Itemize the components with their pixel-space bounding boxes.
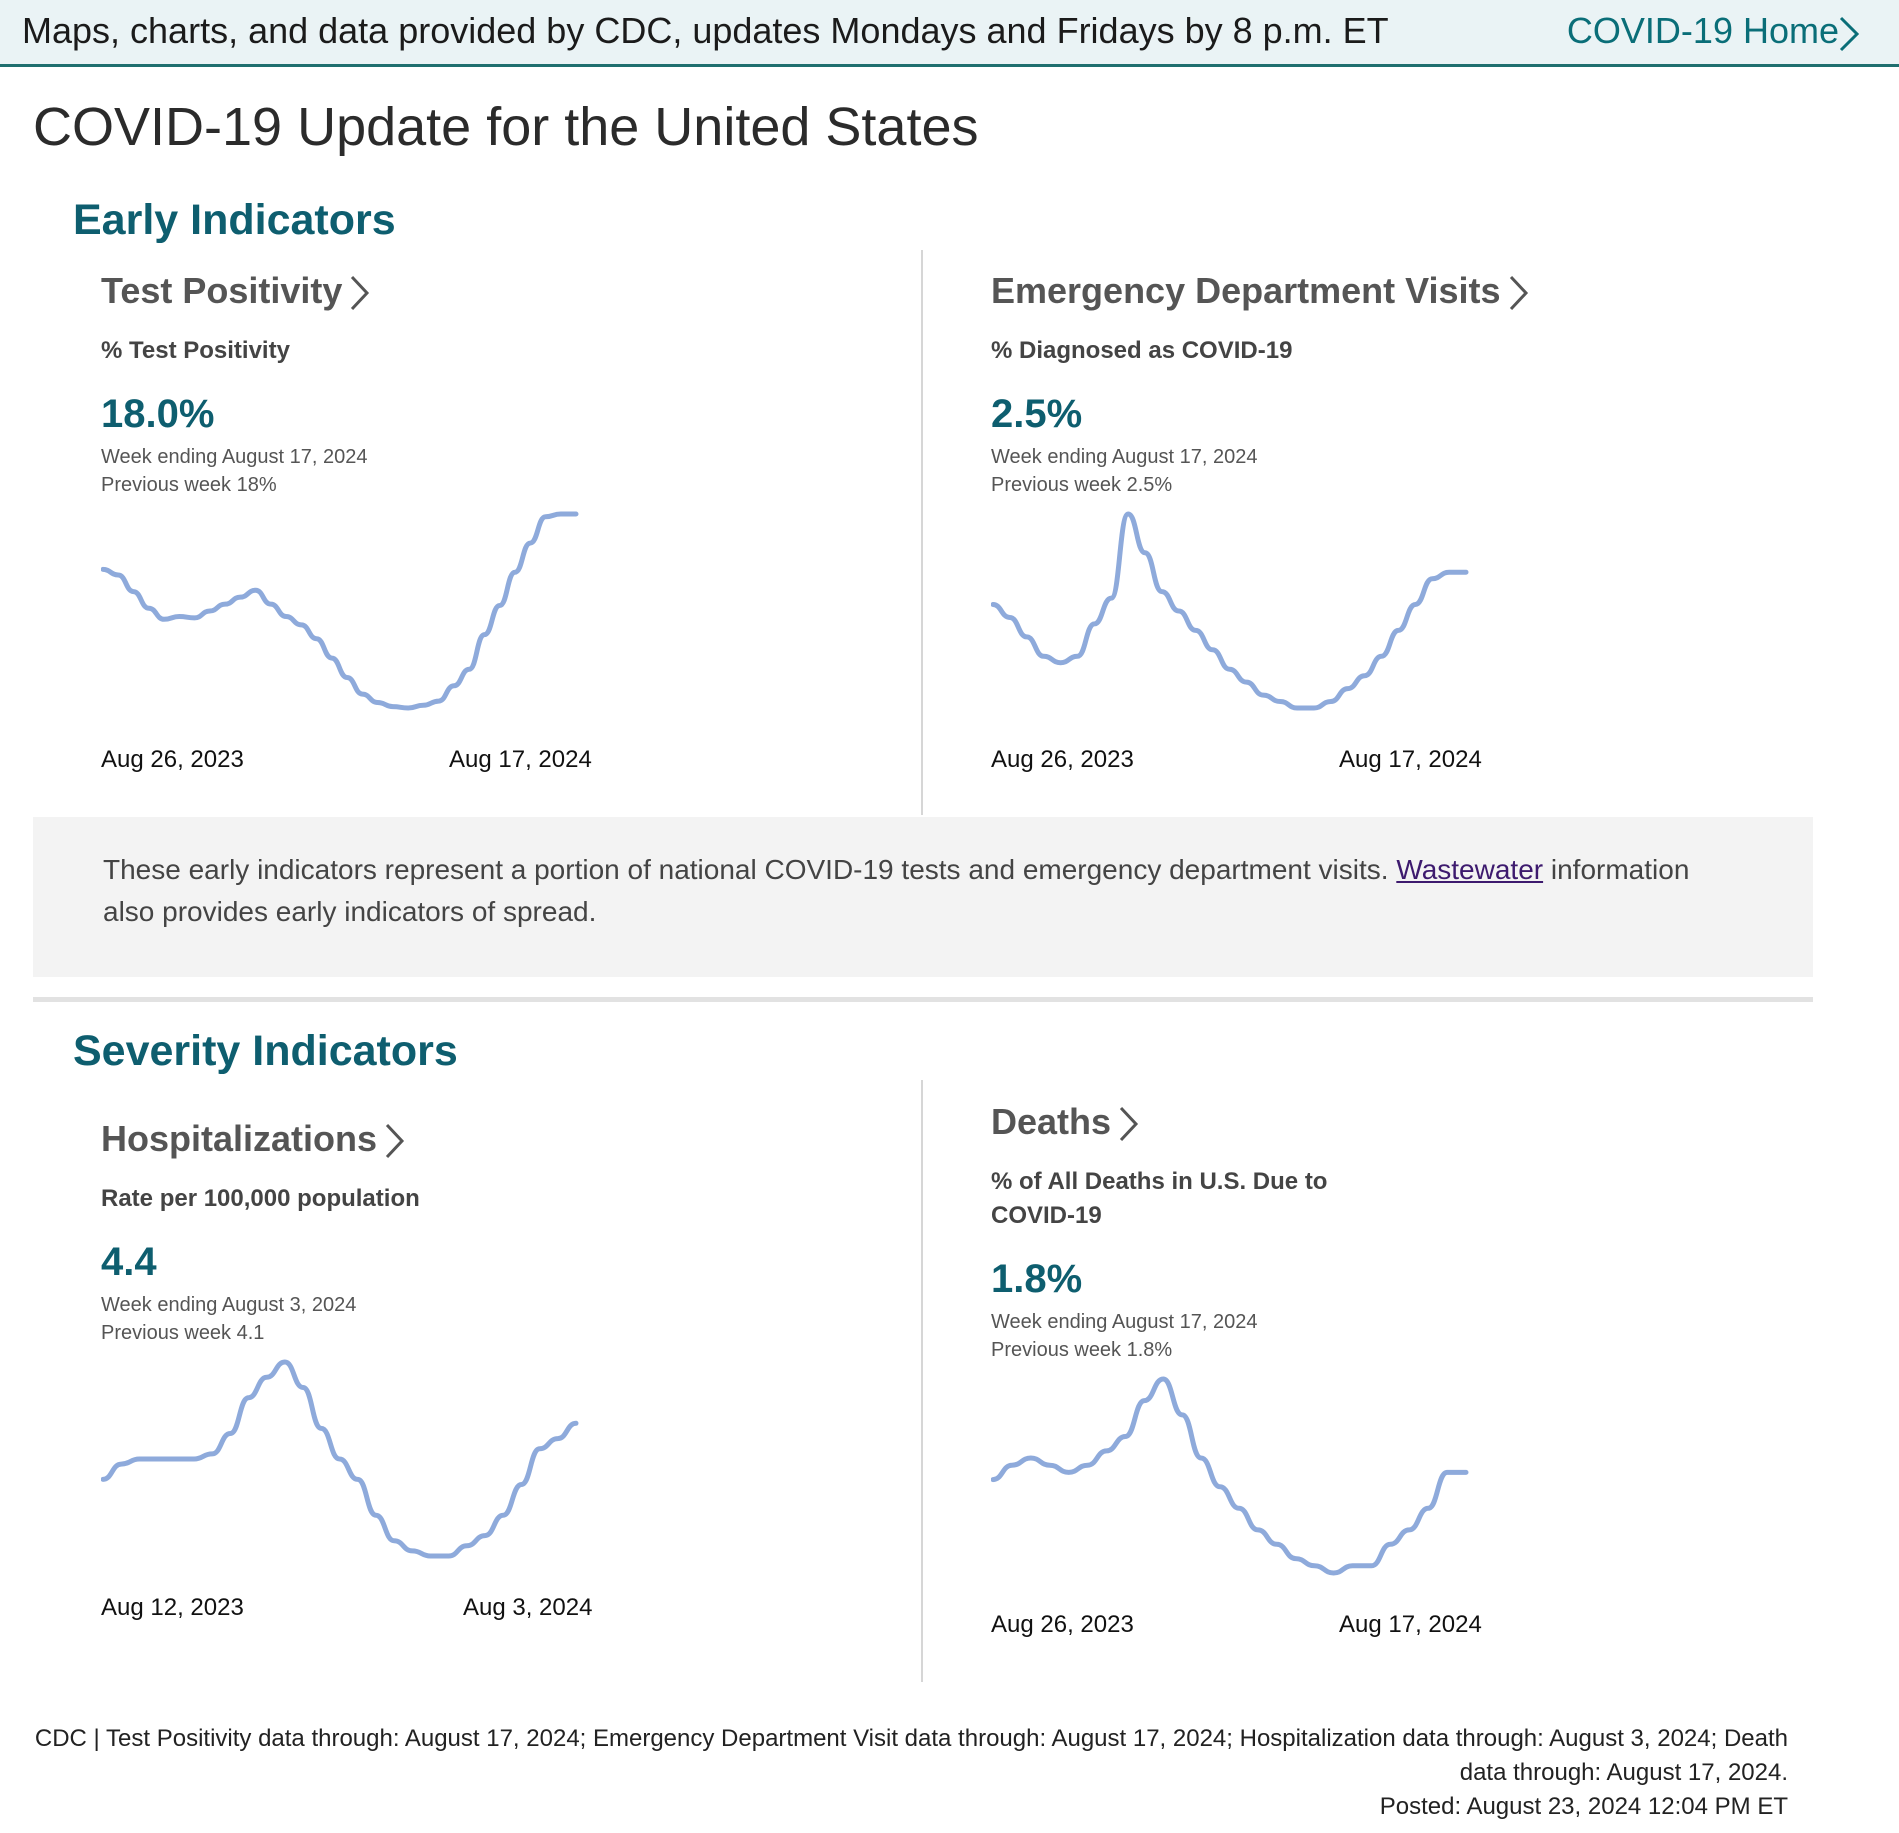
callout-text: These early indicators represent a porti… bbox=[103, 849, 1743, 933]
series-line bbox=[101, 511, 579, 711]
page-title: COVID-19 Update for the United States bbox=[33, 97, 979, 157]
x-axis-end-label: Aug 3, 2024 bbox=[463, 1594, 593, 1621]
posted-date: Posted: August 23, 2024 12:04 PM ET bbox=[1379, 1793, 1788, 1820]
deaths-week: Week ending August 17, 2024 bbox=[991, 1311, 1258, 1333]
chevron-right-icon bbox=[385, 1124, 405, 1159]
x-axis-start-label: Aug 26, 2023 bbox=[991, 1611, 1134, 1638]
ed-visits-sparkline bbox=[991, 511, 1469, 711]
hospitalizations-value: 4.4 bbox=[101, 1240, 157, 1284]
data-through-note: CDC | Test Positivity data through: Augu… bbox=[34, 1725, 1788, 1786]
x-axis-end-label: Aug 17, 2024 bbox=[1339, 1611, 1482, 1638]
chevron-right-icon bbox=[1119, 1107, 1139, 1142]
callout-text-part1: These early indicators represent a porti… bbox=[103, 854, 1389, 885]
deaths-subtitle: % of All Deaths in U.S. Due to COVID-19 bbox=[991, 1168, 1328, 1229]
deaths-value: 1.8% bbox=[991, 1257, 1083, 1301]
covid-home-link[interactable]: COVID-19 Home bbox=[1566, 10, 1839, 51]
callout-text-part2: information also provides early indicato… bbox=[103, 854, 1690, 927]
ed-visits-link[interactable]: Emergency Department Visits bbox=[991, 270, 1529, 312]
test-positivity-subtitle: % Test Positivity bbox=[101, 337, 290, 364]
ed-visits-value: 2.5% bbox=[991, 392, 1083, 436]
deaths-title: Deaths bbox=[991, 1101, 1112, 1142]
ed-visits-panel: Emergency Department Visits % Diagnosed … bbox=[991, 270, 1791, 790]
x-axis-end-label: Aug 17, 2024 bbox=[449, 746, 592, 773]
test-positivity-sparkline bbox=[101, 511, 579, 711]
deaths-link[interactable]: Deaths bbox=[991, 1101, 1139, 1143]
hospitalizations-panel: Hospitalizations Rate per 100,000 popula… bbox=[101, 1118, 901, 1638]
hospitalizations-previous: Previous week 4.1 bbox=[101, 1322, 265, 1344]
series-line bbox=[991, 511, 1469, 711]
ed-visits-previous: Previous week 2.5% bbox=[991, 474, 1173, 496]
ed-visits-subtitle: % Diagnosed as COVID-19 bbox=[991, 337, 1293, 364]
test-positivity-panel: Test Positivity % Test Positivity 18.0% … bbox=[101, 270, 901, 790]
hospitalizations-week: Week ending August 3, 2024 bbox=[101, 1294, 357, 1316]
test-positivity-title: Test Positivity bbox=[101, 270, 343, 311]
chevron-right-icon bbox=[1509, 276, 1528, 311]
test-positivity-week: Week ending August 17, 2024 bbox=[101, 446, 368, 468]
hospitalizations-subtitle: Rate per 100,000 population bbox=[101, 1185, 420, 1212]
column-divider bbox=[921, 250, 923, 815]
x-axis-start-label: Aug 12, 2023 bbox=[101, 1594, 244, 1621]
update-note: Maps, charts, and data provided by CDC, … bbox=[22, 10, 1389, 51]
top-banner: Maps, charts, and data provided by CDC, … bbox=[0, 0, 1899, 67]
early-indicators-heading: Early Indicators bbox=[73, 196, 396, 244]
section-divider bbox=[33, 997, 1813, 1002]
series-line bbox=[991, 1376, 1469, 1576]
deaths-panel: Deaths % of All Deaths in U.S. Due to CO… bbox=[991, 1101, 1791, 1661]
test-positivity-value: 18.0% bbox=[101, 392, 215, 436]
hospitalizations-sparkline bbox=[101, 1359, 579, 1559]
hospitalizations-link[interactable]: Hospitalizations bbox=[101, 1118, 405, 1160]
x-axis-end-label: Aug 17, 2024 bbox=[1339, 746, 1482, 773]
chevron-right-icon[interactable] bbox=[1835, 14, 1861, 54]
column-divider bbox=[921, 1080, 923, 1682]
test-positivity-link[interactable]: Test Positivity bbox=[101, 270, 370, 312]
deaths-previous: Previous week 1.8% bbox=[991, 1339, 1173, 1361]
deaths-sparkline bbox=[991, 1376, 1469, 1576]
x-axis-start-label: Aug 26, 2023 bbox=[991, 746, 1134, 773]
early-indicators-callout: These early indicators represent a porti… bbox=[33, 817, 1813, 977]
chevron-right-icon bbox=[351, 276, 370, 311]
ed-visits-week: Week ending August 17, 2024 bbox=[991, 446, 1258, 468]
wastewater-link[interactable]: Wastewater bbox=[1396, 854, 1544, 885]
hospitalizations-title: Hospitalizations bbox=[101, 1118, 378, 1159]
data-source-footer: CDC | Test Positivity data through: Augu… bbox=[28, 1722, 1788, 1824]
series-line bbox=[101, 1359, 579, 1559]
ed-visits-title: Emergency Department Visits bbox=[991, 270, 1501, 311]
x-axis-start-label: Aug 26, 2023 bbox=[101, 746, 244, 773]
test-positivity-previous: Previous week 18% bbox=[101, 474, 277, 496]
severity-indicators-heading: Severity Indicators bbox=[73, 1027, 458, 1075]
